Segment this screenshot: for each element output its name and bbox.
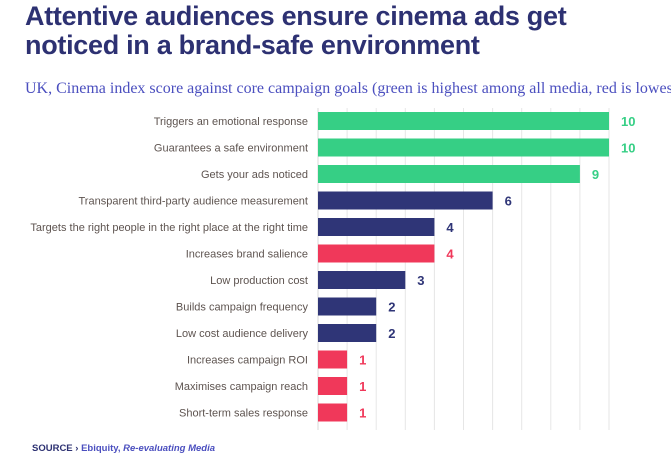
data-label: 10 (621, 114, 635, 129)
bar (318, 244, 435, 263)
category-label: Guarantees a safe environment (154, 143, 308, 155)
category-label: Targets the right people in the right pl… (30, 222, 308, 234)
bar-chart: Triggers an emotional response 10 Guarante… (30, 108, 635, 430)
bar (318, 403, 348, 422)
bar (318, 271, 406, 289)
data-label: 9 (592, 167, 599, 182)
data-label: 6 (505, 194, 512, 209)
data-label: 1 (359, 353, 366, 368)
bar (318, 165, 580, 183)
category-label: Triggers an emotional response (154, 116, 308, 128)
data-label: 1 (359, 379, 366, 394)
data-label: 2 (388, 326, 395, 341)
source-publisher: Ebiquity, (81, 443, 121, 454)
category-label: Builds campaign frequency (176, 302, 309, 314)
chart-subtitle: UK, Cinema index score against core camp… (25, 80, 671, 97)
category-label: Gets your ads noticed (201, 169, 308, 181)
data-label: 4 (446, 220, 454, 235)
source-report: Re-evaluating Media (123, 443, 215, 454)
category-label: Increases campaign ROI (187, 355, 308, 367)
data-label: 3 (417, 273, 424, 288)
bar (318, 138, 609, 157)
source-note: SOURCE › Ebiquity, Re-evaluating Media (32, 443, 215, 454)
data-label: 2 (388, 300, 395, 315)
data-label: 10 (621, 141, 635, 156)
bar (318, 191, 493, 210)
bar (318, 218, 435, 236)
category-label: Short-term sales response (179, 408, 308, 420)
bar (318, 297, 377, 316)
bar (318, 112, 609, 130)
source-label: SOURCE › (32, 443, 79, 454)
category-label: Low production cost (210, 275, 308, 287)
data-label: 1 (359, 406, 366, 421)
bar (318, 350, 348, 369)
category-label: Maximises campaign reach (175, 381, 308, 393)
category-label: Low cost audience delivery (176, 328, 309, 340)
bar (318, 377, 348, 395)
category-label: Transparent third-party audience measure… (79, 196, 309, 208)
bar (318, 324, 377, 342)
category-label: Increases brand salience (186, 249, 308, 261)
data-label: 4 (446, 247, 454, 262)
chart-title: Attentive audiences ensure cinema ads ge… (25, 1, 567, 60)
